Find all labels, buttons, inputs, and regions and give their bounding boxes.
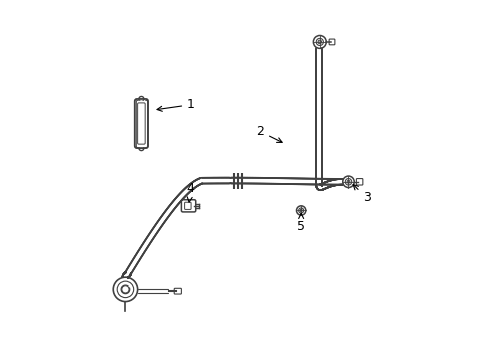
Circle shape [139, 96, 143, 102]
Text: 4: 4 [186, 183, 194, 202]
Circle shape [117, 281, 133, 298]
FancyBboxPatch shape [174, 288, 181, 294]
Circle shape [345, 179, 351, 185]
FancyBboxPatch shape [181, 200, 195, 212]
Circle shape [122, 286, 129, 293]
Text: 2: 2 [256, 125, 282, 143]
Circle shape [317, 40, 321, 44]
Circle shape [113, 277, 137, 302]
Circle shape [296, 206, 305, 215]
Circle shape [298, 208, 303, 213]
Bar [137, 101, 145, 146]
Text: 3: 3 [352, 185, 370, 204]
Circle shape [139, 145, 143, 150]
Text: 5: 5 [297, 213, 305, 233]
Text: 1: 1 [157, 98, 195, 111]
Circle shape [300, 210, 302, 212]
Circle shape [342, 176, 353, 188]
Circle shape [313, 36, 325, 48]
FancyBboxPatch shape [328, 39, 334, 45]
Circle shape [316, 39, 323, 45]
Circle shape [346, 180, 349, 183]
FancyBboxPatch shape [356, 179, 362, 185]
